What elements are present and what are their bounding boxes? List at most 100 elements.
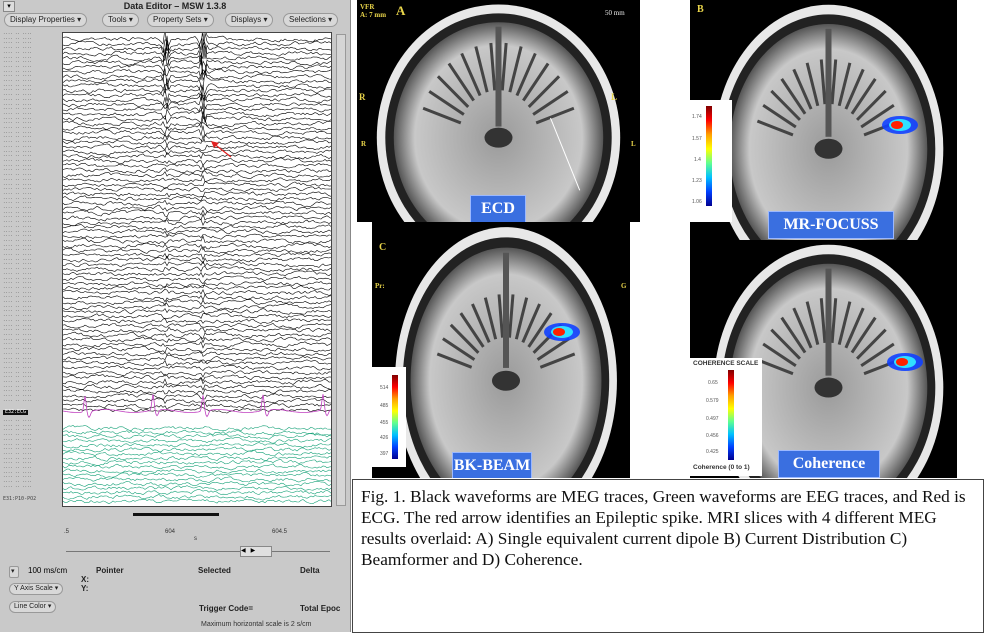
channel-label[interactable]: ···· ·· ···· <box>3 261 32 267</box>
channel-label[interactable]: ···· ·· ···· <box>3 73 32 79</box>
channel-label[interactable]: ···· ·· ···· <box>3 110 32 116</box>
channel-label[interactable]: ···· ·· ···· <box>3 469 32 475</box>
channel-label[interactable]: ···· ·· ···· <box>3 96 32 102</box>
line-color-dropdown[interactable]: Line Color ▾ <box>9 601 57 613</box>
channel-label[interactable]: ···· ·· ···· <box>3 465 32 471</box>
channel-label[interactable]: ···· ·· ···· <box>3 167 32 173</box>
channel-label[interactable]: ···· ·· ···· <box>3 419 32 423</box>
channel-label[interactable]: ···· ·· ···· <box>3 172 32 178</box>
channel-label[interactable]: ···· ·· ···· <box>3 82 32 88</box>
channel-label[interactable]: ···· ·· ···· <box>3 252 32 258</box>
channel-label[interactable]: ···· ·· ···· <box>3 275 32 281</box>
channel-label[interactable]: ···· ·· ···· <box>3 346 32 352</box>
channel-label[interactable]: ···· ·· ···· <box>3 397 32 403</box>
channel-label[interactable]: ···· ·· ···· <box>3 441 32 447</box>
channel-label[interactable]: ···· ·· ···· <box>3 289 32 295</box>
channel-label[interactable]: ···· ·· ···· <box>3 336 32 342</box>
menu-selections[interactable]: Selections ▾ <box>283 13 339 27</box>
channel-label[interactable]: ···· ·· ···· <box>3 350 32 356</box>
channel-label[interactable]: ···· ·· ···· <box>3 341 32 347</box>
channel-label[interactable]: ···· ·· ···· <box>3 313 32 319</box>
channel-label[interactable]: ···· ·· ···· <box>3 186 32 192</box>
channel-label[interactable]: ···· ·· ···· <box>3 157 32 163</box>
channel-label[interactable]: ···· ·· ···· <box>3 59 32 65</box>
channel-label[interactable]: ···· ·· ···· <box>3 139 32 145</box>
channel-label[interactable]: ···· ·· ···· <box>3 237 32 243</box>
channel-label-list[interactable]: ···· ·· ···· ···· ·· ···· ···· ·· ···· ····… <box>3 32 59 407</box>
channel-label[interactable]: ···· ·· ···· <box>3 266 32 272</box>
channel-label[interactable]: ···· ·· ···· <box>3 181 32 187</box>
channel-label[interactable]: ···· ·· ···· <box>3 148 32 154</box>
channel-label[interactable]: ···· ·· ···· <box>3 233 32 239</box>
channel-label[interactable]: ···· ·· ···· <box>3 479 32 485</box>
channel-label[interactable]: ···· ·· ···· <box>3 115 32 121</box>
channel-label[interactable]: ···· ·· ···· <box>3 120 32 126</box>
channel-label[interactable]: ···· ·· ···· <box>3 153 32 159</box>
channel-label[interactable]: ···· ·· ···· <box>3 45 32 51</box>
channel-label[interactable]: ···· ·· ···· <box>3 176 32 182</box>
channel-label[interactable]: ···· ·· ···· <box>3 49 32 55</box>
channel-label[interactable]: ···· ·· ···· <box>3 322 32 328</box>
channel-label[interactable]: ···· ·· ···· <box>3 284 32 290</box>
channel-label[interactable]: ···· ·· ···· <box>3 205 32 211</box>
channel-label[interactable]: ···· ·· ···· <box>3 223 32 229</box>
channel-label[interactable]: ···· ·· ···· <box>3 129 32 135</box>
channel-label[interactable]: ···· ·· ···· <box>3 54 32 60</box>
channel-label[interactable]: ···· ·· ···· <box>3 427 32 433</box>
channel-label[interactable]: ···· ·· ···· <box>3 460 32 466</box>
channel-label[interactable]: ···· ·· ···· <box>3 303 32 309</box>
channel-label-ecg[interactable]: E32:ECG <box>3 409 29 415</box>
channel-label[interactable]: ···· ·· ···· <box>3 195 32 201</box>
channel-label[interactable]: ···· ·· ···· <box>3 143 32 149</box>
channel-label-list-eeg[interactable]: ···· ·· ···· ···· ·· ···· ···· ·· ···· ····… <box>3 419 59 494</box>
channel-label[interactable]: ···· ·· ···· <box>3 294 32 300</box>
channel-label[interactable]: ···· ·· ···· <box>3 317 32 323</box>
menu-tools[interactable]: Tools ▾ <box>102 13 139 27</box>
channel-label[interactable]: ···· ·· ···· <box>3 383 32 389</box>
channel-label[interactable]: ···· ·· ···· <box>3 134 32 140</box>
channel-label[interactable]: ···· ·· ···· <box>3 299 32 305</box>
channel-label[interactable]: ···· ·· ···· <box>3 32 32 36</box>
channel-label[interactable]: ···· ·· ···· <box>3 214 32 220</box>
menu-display-properties[interactable]: Display Properties ▾ <box>4 13 88 27</box>
channel-label[interactable]: ···· ·· ···· <box>3 455 32 461</box>
channel-label[interactable]: ···· ·· ···· <box>3 40 32 46</box>
waveform-display[interactable] <box>62 32 332 507</box>
channel-label[interactable]: ···· ·· ···· <box>3 68 32 74</box>
channel-label[interactable]: ···· ·· ···· <box>3 355 32 361</box>
channel-label[interactable]: ···· ·· ···· <box>3 256 32 262</box>
channel-label[interactable]: ···· ·· ···· <box>3 35 32 41</box>
channel-label[interactable]: ···· ·· ···· <box>3 270 32 276</box>
arrow-right-icon[interactable]: ▶ <box>250 548 256 554</box>
channel-label[interactable]: ···· ·· ···· <box>3 483 32 489</box>
channel-label[interactable]: ···· ·· ···· <box>3 247 32 253</box>
channel-label[interactable]: ···· ·· ···· <box>3 242 32 248</box>
channel-label[interactable]: ···· ·· ···· <box>3 332 32 337</box>
channel-label[interactable]: ···· ·· ···· <box>3 87 32 93</box>
channel-label[interactable]: ···· ·· ···· <box>3 209 32 215</box>
channel-label[interactable]: ···· ·· ···· <box>3 125 32 131</box>
channel-label[interactable]: ···· ·· ···· <box>3 190 32 196</box>
channel-label[interactable]: ···· ·· ···· <box>3 369 32 375</box>
channel-label[interactable]: ···· ·· ···· <box>3 388 32 394</box>
channel-label[interactable]: ···· ·· ···· <box>3 162 32 168</box>
channel-label[interactable]: ···· ·· ···· <box>3 219 32 225</box>
channel-label[interactable]: ···· ·· ···· <box>3 432 32 438</box>
menu-displays[interactable]: Displays ▾ <box>225 13 274 27</box>
channel-label[interactable]: ···· ·· ···· <box>3 228 32 234</box>
channel-label[interactable]: ···· ·· ···· <box>3 374 32 380</box>
channel-label[interactable]: ···· ·· ···· <box>3 474 32 480</box>
timebase-dropdown[interactable]: ▾ <box>9 566 19 578</box>
channel-label[interactable]: ···· ·· ···· <box>3 360 32 366</box>
time-slider[interactable] <box>66 551 330 552</box>
channel-label[interactable]: ···· ·· ···· <box>3 379 32 385</box>
channel-label[interactable]: ···· ·· ···· <box>3 327 32 333</box>
channel-label[interactable]: ···· ·· ···· <box>3 446 32 452</box>
channel-label[interactable]: ···· ·· ···· <box>3 364 32 370</box>
channel-label[interactable]: ···· ·· ···· <box>3 106 32 112</box>
window-menu-icon[interactable]: ▾ <box>3 1 15 12</box>
menu-property-sets[interactable]: Property Sets ▾ <box>147 13 214 27</box>
time-slider-thumb[interactable]: ◀ ▶ <box>240 546 272 557</box>
channel-label[interactable]: ···· ·· ···· <box>3 63 32 69</box>
channel-label[interactable]: ···· ·· ···· <box>3 308 32 314</box>
